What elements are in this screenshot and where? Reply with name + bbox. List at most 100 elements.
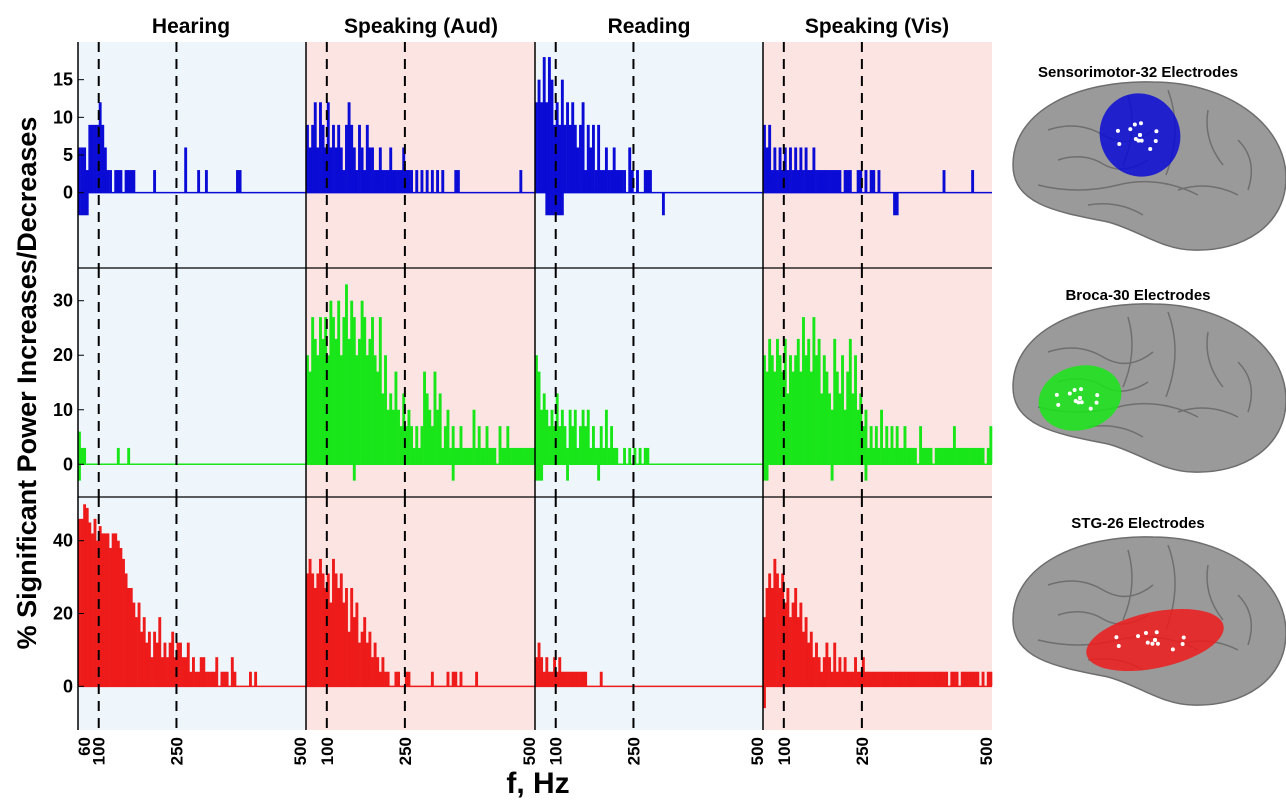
bar <box>989 426 993 465</box>
bar <box>576 447 580 465</box>
bar <box>402 147 406 193</box>
bar <box>893 671 897 687</box>
bar <box>345 284 348 465</box>
bar <box>417 447 421 465</box>
bar <box>599 170 603 193</box>
bar <box>547 57 551 193</box>
bar <box>535 102 538 193</box>
bar <box>540 409 544 465</box>
bar <box>809 170 813 193</box>
bar <box>441 447 445 465</box>
bar <box>815 642 818 687</box>
bar <box>220 671 224 687</box>
bar <box>584 426 588 465</box>
bar <box>394 371 398 465</box>
bar <box>830 464 834 481</box>
bar <box>166 657 169 687</box>
bar <box>420 170 424 193</box>
bar <box>373 642 377 687</box>
bar <box>913 671 917 687</box>
bar <box>326 102 330 193</box>
brain-sulcus <box>1237 361 1253 413</box>
electrode-dot <box>1078 396 1082 400</box>
bar <box>822 657 826 687</box>
electrode-dot <box>1138 133 1142 137</box>
bar <box>568 409 572 465</box>
bar <box>313 588 317 687</box>
bar <box>573 409 577 465</box>
bar <box>649 170 652 193</box>
bar <box>389 147 393 193</box>
bar <box>778 588 782 687</box>
bar <box>804 355 808 465</box>
bar <box>898 671 902 687</box>
bar <box>789 355 792 465</box>
bar <box>532 447 536 465</box>
bar <box>378 671 382 687</box>
bar <box>137 602 141 687</box>
bar <box>579 426 582 465</box>
bar <box>78 518 81 687</box>
bar <box>620 170 624 193</box>
electrode-dot <box>1138 121 1143 126</box>
bar <box>960 447 964 465</box>
bar <box>306 355 309 465</box>
bar <box>106 533 110 687</box>
bar <box>199 657 203 687</box>
bar <box>799 371 803 465</box>
bar <box>633 447 637 465</box>
bar <box>462 447 466 465</box>
bar <box>550 192 554 216</box>
bar <box>337 124 341 193</box>
electrode-dot <box>1150 641 1155 646</box>
bar <box>802 317 805 465</box>
condition-title-speaking-vis: Speaking (Vis) <box>805 15 949 38</box>
bar <box>88 522 92 687</box>
bar <box>770 170 774 193</box>
bar <box>597 464 601 481</box>
bar <box>116 540 120 687</box>
bar <box>576 147 580 193</box>
bar <box>334 338 338 465</box>
bar <box>119 547 123 687</box>
bar <box>155 642 159 687</box>
bar <box>459 671 463 687</box>
bar <box>908 671 912 687</box>
bar <box>163 642 167 687</box>
bar <box>786 588 790 687</box>
bar <box>989 671 993 687</box>
bar <box>781 170 785 193</box>
electrode-dot <box>1079 387 1084 392</box>
bar <box>963 671 967 687</box>
bar <box>890 426 894 465</box>
bar <box>360 147 364 193</box>
bar <box>895 192 899 216</box>
bar <box>643 170 647 193</box>
bar <box>545 657 549 687</box>
bar <box>592 124 595 193</box>
bar <box>407 671 411 687</box>
bar <box>835 671 839 687</box>
bar <box>88 124 92 193</box>
bar <box>358 124 361 193</box>
bar <box>313 102 317 193</box>
bar <box>893 192 897 216</box>
bar <box>350 300 354 465</box>
bar <box>638 447 642 465</box>
bar <box>597 447 601 465</box>
bar <box>550 79 554 193</box>
bar <box>545 102 549 193</box>
x-tick-label: 500 <box>977 737 996 765</box>
condition-titles: Hearing Speaking (Aud) Reading Speaking … <box>152 15 949 38</box>
bar <box>846 371 850 465</box>
bar <box>485 426 489 465</box>
bar <box>820 393 824 465</box>
y-tick-label: 15 <box>53 70 73 90</box>
bar <box>230 657 234 687</box>
bar <box>791 371 795 465</box>
bar <box>96 540 100 687</box>
bar <box>454 170 458 193</box>
bar <box>114 170 118 193</box>
bar <box>425 393 429 465</box>
bar <box>386 671 390 687</box>
